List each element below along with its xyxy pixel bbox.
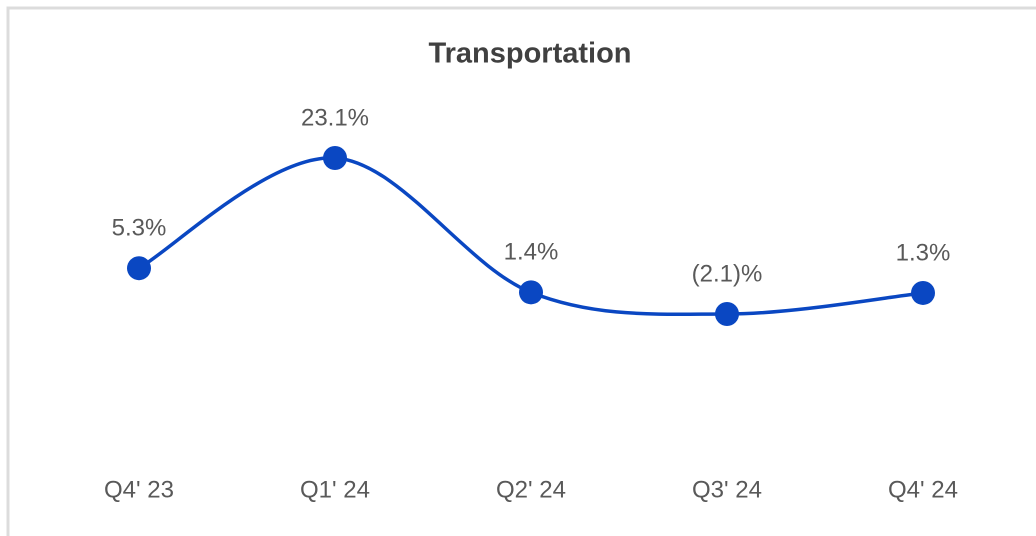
x-tick-label: Q3' 24 [692,476,762,503]
value-label: 23.1% [301,104,369,131]
x-tick-label: Q1' 24 [300,476,370,503]
value-label: (2.1)% [692,260,763,287]
value-label: 1.3% [896,239,951,266]
point [911,280,935,305]
x-tick-label: Q4' 24 [888,476,958,503]
point [715,302,739,326]
value-label: 5.3% [112,215,167,242]
frame [6,6,1036,536]
x-tick-label: Q2' 24 [496,476,566,503]
point [323,146,347,170]
x-tick-label: Q4' 23 [104,476,174,503]
point [519,280,543,305]
point [127,256,151,281]
value-label: 1.4% [504,239,559,266]
chart-title: Transportation [428,38,631,70]
